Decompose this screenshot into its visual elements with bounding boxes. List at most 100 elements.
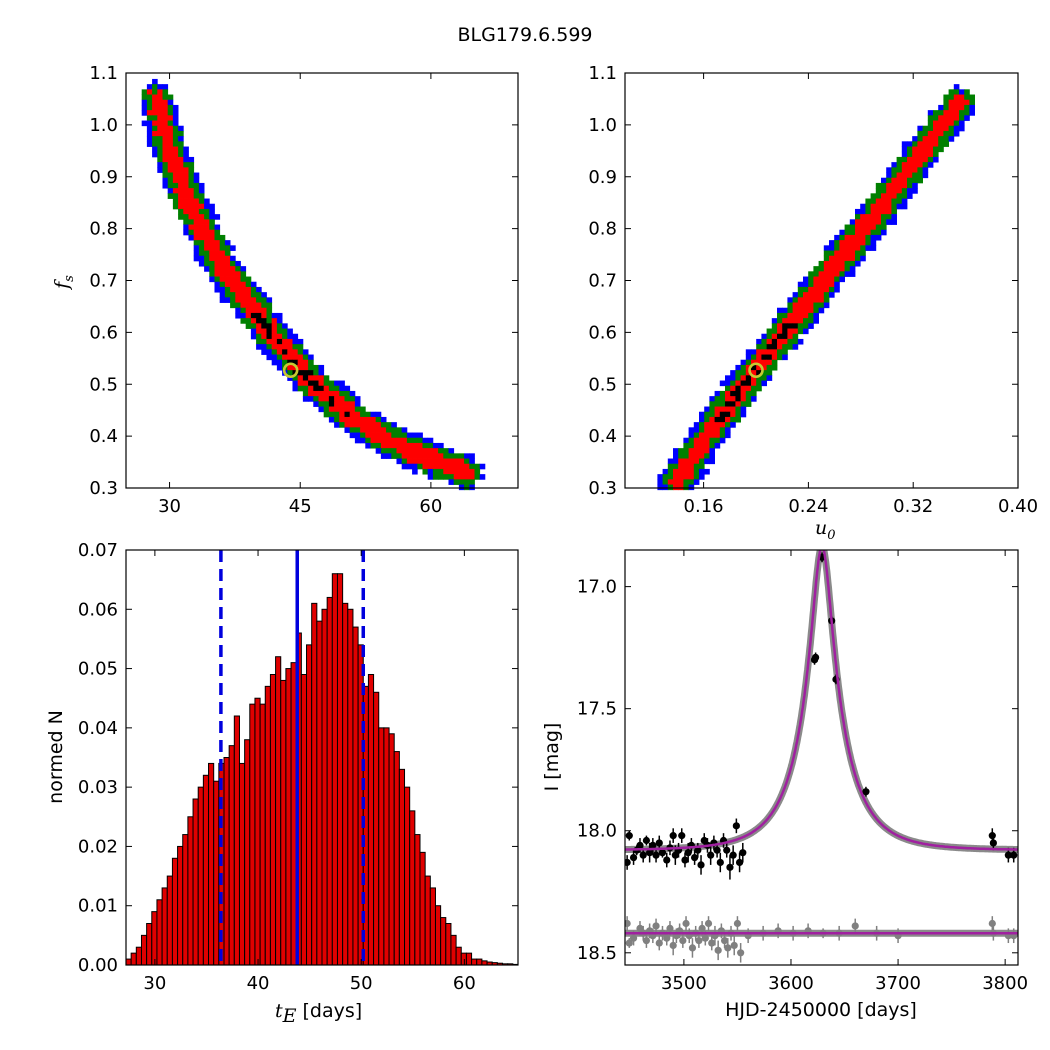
sigma2-cell (745, 390, 752, 397)
y-tick-label: 0.07 (78, 540, 118, 561)
sigma1-cell (849, 245, 856, 251)
sigma1-cell (901, 167, 908, 173)
y-tick-label: 1.0 (89, 115, 118, 136)
sigma2-cell (230, 260, 236, 267)
sigma1-cell (271, 318, 278, 324)
sigma1-cell (162, 125, 169, 132)
sigma2-cell (271, 349, 278, 355)
sigma3-cell (740, 411, 747, 418)
sigma1-cell (849, 240, 856, 246)
sigma1-cell (344, 416, 351, 423)
sigma1-cell (933, 125, 939, 132)
sigma1-cell (948, 110, 955, 116)
sigma1-cell (881, 208, 887, 215)
sigma1-cell (271, 333, 278, 340)
sigma1-cell (427, 453, 434, 459)
sigma3-cell (183, 151, 189, 158)
sigma2-cell (282, 333, 288, 340)
sigma2-cell (172, 141, 179, 147)
sigma3-cell (354, 401, 361, 407)
sigma3-cell (193, 177, 200, 184)
sigma1-cell (886, 203, 892, 210)
sigma3-cell (271, 359, 278, 366)
sigma3-cell (657, 484, 663, 491)
sigma1-cell (157, 110, 163, 116)
sigma2-cell (771, 359, 778, 366)
sigma1-cell (183, 203, 189, 210)
histogram-bar (476, 958, 483, 966)
sigma1-cell (808, 297, 814, 303)
sigma3-cell (271, 354, 278, 361)
histogram-bar (388, 733, 395, 966)
sigma3-cell (365, 442, 371, 449)
sigma3-cell (214, 214, 221, 220)
sigma1-cell (693, 442, 700, 449)
secondary-point (666, 924, 674, 932)
sigma3-cell (292, 385, 299, 392)
sigma3-cell (282, 323, 288, 329)
sigma1-cell (386, 442, 392, 449)
sigma2-cell (323, 406, 330, 413)
sigma3-cell (401, 427, 408, 433)
sigma1-cell (849, 250, 856, 257)
sigma1-cell (256, 328, 262, 335)
sigma2-cell (162, 167, 169, 173)
sigma2-cell (719, 427, 726, 433)
sigma1-cell (870, 224, 877, 231)
sigma2-cell (453, 479, 460, 485)
sigma2-cell (787, 302, 793, 309)
sigma1-cell (209, 234, 215, 241)
sigma2-cell (167, 110, 174, 116)
sigma1-cell (933, 141, 939, 147)
sigma2-cell (417, 437, 423, 444)
sigma2-cell (927, 120, 934, 127)
sigma1-cell (297, 364, 304, 371)
sigma1-cell (157, 120, 163, 127)
histogram-bar (455, 946, 462, 966)
sigma1-cell (693, 458, 700, 465)
sigma3-cell (714, 390, 721, 397)
sigma1-cell (313, 375, 319, 381)
data-point (681, 856, 689, 864)
sigma2-cell (959, 110, 965, 116)
sigma1-cell (464, 468, 470, 475)
sigma3-cell (740, 359, 747, 366)
sigma1-cell (188, 224, 195, 231)
sigma3-cell (797, 281, 804, 288)
x-tick-label: 30 (143, 973, 166, 994)
sigma2-cell (412, 437, 418, 444)
sigma1-cell (829, 276, 835, 283)
sigma1-cell (740, 396, 747, 402)
sigma2-cell (464, 484, 470, 491)
model-envelope (625, 550, 1018, 853)
sigma1-cell (297, 375, 304, 381)
sigma2-cell (276, 354, 283, 361)
sigma3-cell (344, 427, 351, 433)
sigma3-cell (860, 203, 866, 210)
sigma2-cell (792, 297, 799, 303)
data-point (726, 863, 734, 871)
sigma3-cell (198, 255, 205, 262)
top-likelihood-cell (313, 385, 319, 392)
top-likelihood-cell (266, 328, 273, 335)
sigma3-cell (162, 182, 169, 189)
sigma2-cell (917, 136, 923, 142)
sigma1-cell (829, 255, 835, 262)
sigma1-cell (777, 323, 783, 329)
sigma1-cell (193, 208, 200, 215)
sigma3-cell (849, 219, 856, 225)
sigma2-cell (714, 437, 721, 444)
sigma1-cell (678, 484, 684, 491)
sigma1-cell (152, 120, 158, 127)
sigma1-cell (297, 359, 304, 366)
sigma2-cell (886, 177, 892, 184)
y-tick-label: 0.03 (78, 777, 118, 798)
sigma1-cell (922, 156, 929, 163)
sigma2-cell (209, 224, 215, 231)
sigma2-cell (292, 344, 299, 350)
histogram-bar (130, 952, 137, 966)
posterior-cells (657, 84, 975, 491)
sigma1-cell (302, 364, 309, 371)
top-likelihood-cell (745, 375, 752, 381)
x-tick-label: 30 (158, 496, 181, 517)
